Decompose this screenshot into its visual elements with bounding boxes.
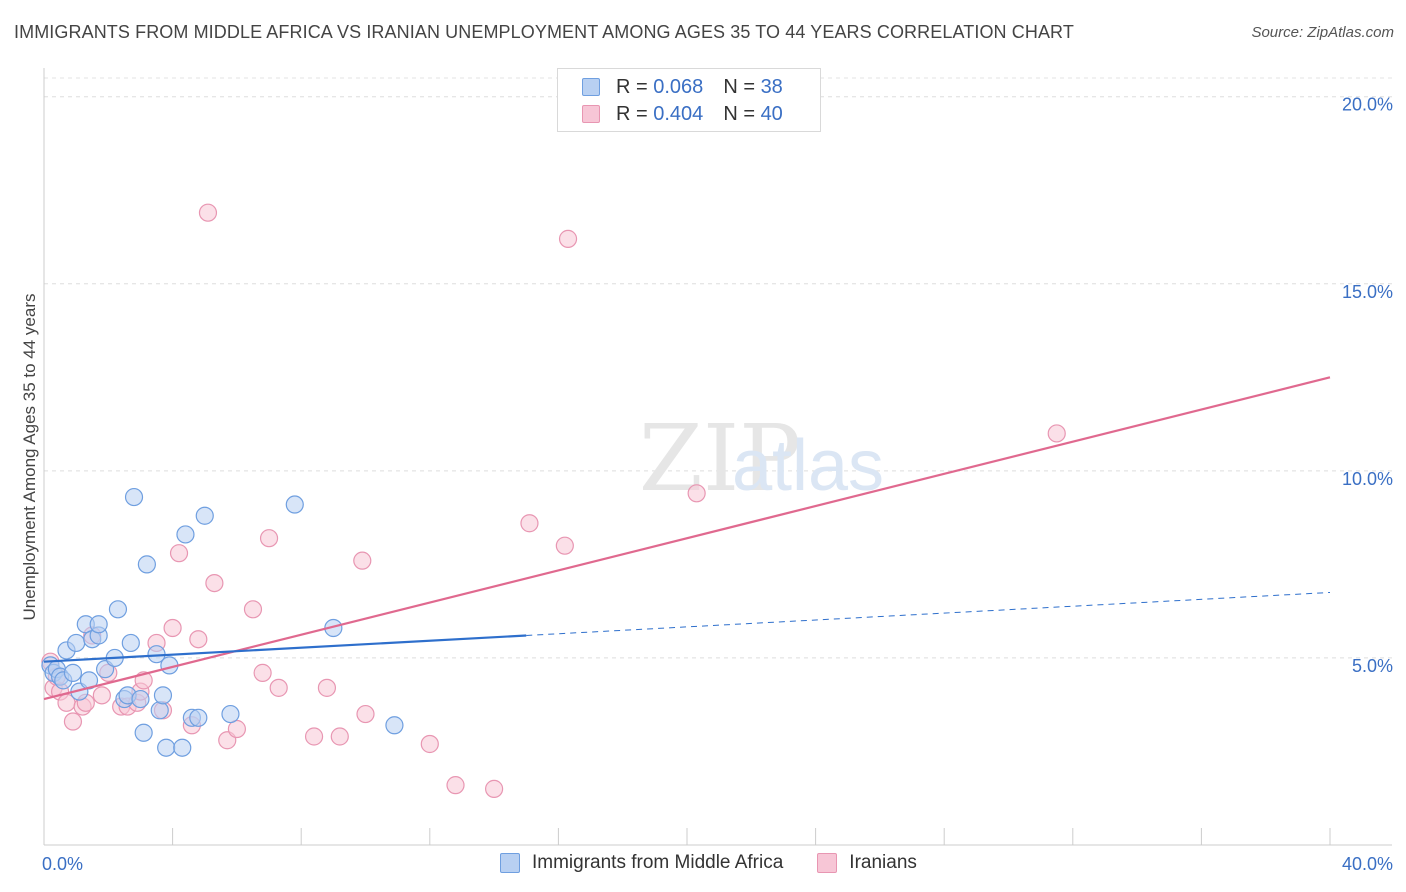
stats-legend: R = 0.068 N = 38 R = 0.404 N = 40 (557, 68, 821, 132)
data-point-middle-africa (221, 704, 240, 724)
data-point-middle-africa (89, 615, 108, 634)
watermark-atlas: atlas (732, 426, 884, 506)
data-point-middle-africa (176, 525, 195, 544)
stats-legend-row-blue: R = 0.068 N = 38 (582, 75, 783, 99)
data-point-middle-africa (67, 633, 86, 653)
series-legend: Immigrants from Middle Africa Iranians (500, 852, 917, 874)
data-point-middle-africa (195, 506, 214, 525)
data-point-middle-africa (134, 723, 153, 742)
grid-lines (44, 77, 1392, 659)
trend-line-iranians (43, 376, 1331, 701)
series-iranians (41, 203, 1066, 798)
data-point-middle-africa (189, 708, 208, 727)
data-point-middle-africa (124, 487, 144, 507)
data-point-iranians (555, 536, 574, 555)
data-point-iranians (92, 686, 111, 705)
data-point-iranians (317, 678, 337, 697)
data-point-iranians (446, 776, 465, 795)
trend-line-middle-africa-extension (526, 591, 1331, 636)
data-point-iranians (304, 727, 324, 746)
data-point-middle-africa (108, 600, 128, 619)
source-label: Source: ZipAtlas.com (1251, 24, 1394, 41)
data-point-middle-africa (137, 555, 156, 574)
data-point-middle-africa (131, 689, 150, 709)
n-label: N = (723, 75, 755, 98)
y-tick-label: 10.0% (1342, 469, 1393, 489)
trend-line-middle-africa (43, 634, 527, 663)
data-point-iranians (269, 678, 288, 697)
data-point-iranians (520, 514, 539, 533)
data-point-iranians (163, 618, 182, 638)
data-point-middle-africa (150, 701, 169, 720)
data-point-middle-africa (121, 633, 140, 653)
pink-swatch-icon (582, 105, 600, 123)
data-point-iranians (169, 544, 189, 563)
legend-blue-swatch-icon (500, 853, 520, 873)
chart-title: IMMIGRANTS FROM MIDDLE AFRICA VS IRANIAN… (14, 22, 1074, 42)
legend-label-middle-africa: Immigrants from Middle Africa (532, 852, 784, 873)
r-value: 0.068 (653, 75, 704, 98)
legend-label-iranians: Iranians (849, 852, 917, 873)
data-point-middle-africa (385, 716, 404, 735)
legend-pink-swatch-icon (817, 853, 838, 873)
data-point-middle-africa (157, 738, 176, 757)
n-label: N = (723, 102, 755, 125)
data-point-middle-africa (63, 663, 83, 682)
data-point-iranians (259, 529, 279, 548)
r-label: R = (616, 75, 648, 98)
axes (43, 68, 1392, 846)
x-tick-label-max: 40.0% (1342, 854, 1393, 874)
data-point-iranians (253, 663, 272, 682)
blue-swatch-icon (582, 78, 600, 96)
data-point-iranians (198, 203, 218, 222)
data-point-iranians (353, 551, 372, 570)
data-point-iranians (1047, 424, 1066, 443)
n-value: 40 (760, 102, 783, 125)
stats-legend-row-pink: R = 0.404 N = 40 (582, 102, 783, 126)
data-point-iranians (189, 630, 208, 649)
watermark-zip: ZIP (639, 405, 801, 512)
trend-lines (43, 376, 1331, 701)
data-point-iranians (687, 484, 706, 503)
data-point-middle-africa (285, 495, 304, 514)
data-point-iranians (485, 779, 504, 798)
data-point-iranians (227, 719, 246, 739)
n-value: 38 (760, 75, 783, 98)
data-point-iranians (356, 704, 375, 724)
data-point-iranians (205, 573, 224, 593)
r-label: R = (616, 102, 648, 125)
y-tick-label: 20.0% (1342, 95, 1393, 115)
data-point-iranians (63, 712, 83, 731)
data-point-middle-africa (153, 686, 173, 705)
y-tick-label: 5.0% (1352, 656, 1393, 676)
data-point-iranians (558, 229, 578, 248)
data-point-iranians (243, 600, 263, 619)
data-point-iranians (330, 727, 349, 746)
x-tick-label-min: 0.0% (42, 854, 83, 874)
series-middle-africa (41, 487, 404, 757)
data-point-middle-africa (173, 738, 192, 757)
data-point-iranians (420, 734, 439, 754)
y-tick-label: 15.0% (1342, 282, 1393, 302)
r-value: 0.404 (653, 102, 704, 125)
tick-labels: 5.0% 10.0% 15.0% 20.0% 0.0% 40.0% (42, 95, 1393, 874)
